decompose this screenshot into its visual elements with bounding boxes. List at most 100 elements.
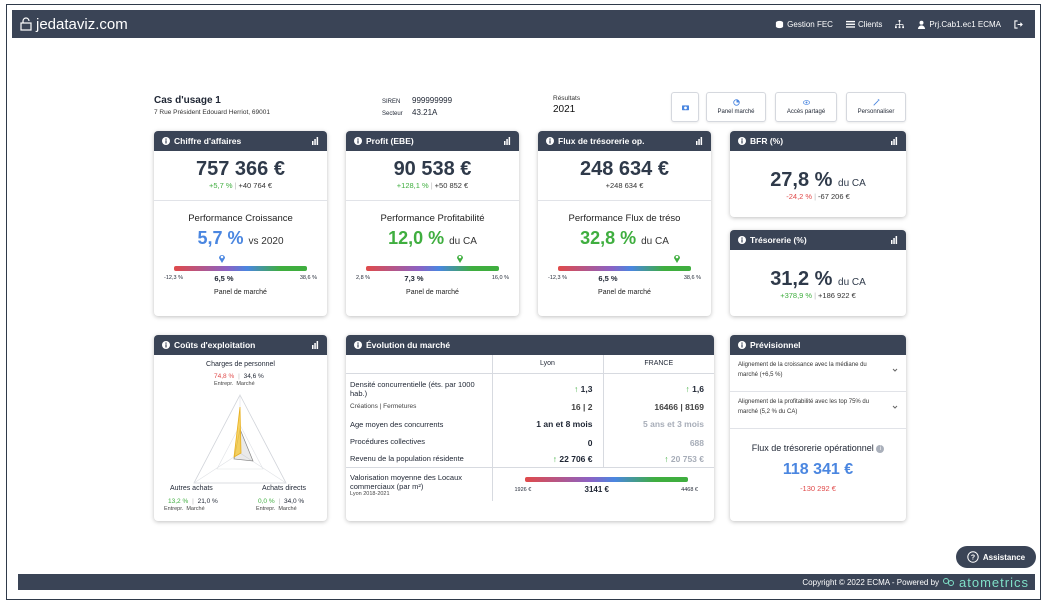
bar-chart-icon[interactable] <box>503 137 511 145</box>
market-table: Lyon FRANCE Densité concurrentielle (éts… <box>346 355 714 501</box>
logo[interactable]: jedataviz.com <box>20 16 128 33</box>
card-bfr: BFR (%) 27,8 % du CA -24,2 % | -67 206 € <box>730 131 906 217</box>
info-icon[interactable] <box>354 137 362 145</box>
help-icon: ? <box>967 551 979 563</box>
info-icon[interactable] <box>546 137 554 145</box>
kpi-delta: +248 634 € <box>605 181 644 190</box>
perf-unit: du CA <box>641 236 669 247</box>
card-title: Trésorerie (%) <box>750 235 807 245</box>
camera-icon <box>681 104 689 110</box>
legend-entrepr: Entrepr. <box>256 506 276 512</box>
radar-values-charges: 74,8 % | 34,6 % <box>214 373 264 380</box>
panel-marche-button[interactable]: Panel marché <box>706 92 766 122</box>
gauge-bar <box>524 476 688 482</box>
kpi-value: 248 634 € <box>580 158 669 180</box>
secteur-value: 43.21A <box>412 108 438 117</box>
company-address: 7 Rue Président Edouard Herriot, 69001 <box>154 109 270 116</box>
row-subtitle: Lyon 2018-2021 <box>350 491 390 498</box>
radar-values-directs: 0,0 % | 34,0 % <box>258 498 305 505</box>
bar-chart-icon[interactable] <box>890 137 898 145</box>
row-label: Procédures collectives <box>350 436 426 446</box>
divider <box>538 200 711 201</box>
perf-title: Performance Profitabilité <box>380 213 485 224</box>
gauge-median: 7,3 % <box>404 274 424 283</box>
info-icon[interactable] <box>354 341 362 349</box>
row-label: Densité concurrentielle (éts. par 1000 h… <box>350 379 475 398</box>
nav-account[interactable]: Prj.Cab1.ec1 ECMA <box>917 20 1001 29</box>
lock-icon <box>20 17 32 31</box>
info-icon[interactable] <box>162 341 170 349</box>
kpi-unit: du CA <box>838 178 866 189</box>
table-header-empty <box>346 355 492 374</box>
radar-legend-autres: Entrepr. Marché <box>164 506 205 512</box>
radar-chart: Charges de personnel 74,8 % | 34,6 % Ent… <box>154 355 327 521</box>
prev-option-profitabilite[interactable]: Alignement de la profitabilité avec les … <box>730 392 906 429</box>
radar-autres-marche: 21,0 % <box>197 498 218 505</box>
legend-entrepr: Entrepr. <box>214 381 234 387</box>
personnaliser-label: Personnaliser <box>857 109 895 115</box>
info-icon[interactable] <box>738 341 746 349</box>
flux-prev-label: Flux de trésorerie opérationnel <box>751 443 874 453</box>
card-chiffre-affaires: Chiffre d'affaires 757 366 € +5,7 % | +40 … <box>154 131 327 316</box>
card-couts-exploitation: Coûts d'exploitation Charges de personne… <box>154 335 327 521</box>
value-text: 20 753 € <box>670 454 704 464</box>
info-icon[interactable] <box>738 236 746 244</box>
info-icon[interactable] <box>162 137 170 145</box>
camera-button[interactable] <box>671 92 699 122</box>
card-title: Flux de trésorerie op. <box>558 136 645 146</box>
row-title: Valorisation moyenne des Locaux commerci… <box>350 473 463 492</box>
gauge-max: 4468 € <box>681 486 698 493</box>
resultats: Résultats 2021 <box>553 95 580 115</box>
kpi-pct: +128,1 % <box>396 181 429 190</box>
info-icon[interactable] <box>738 137 746 145</box>
radar-series-entrepr <box>233 406 242 458</box>
bar-chart-icon[interactable] <box>311 341 319 349</box>
logout-button[interactable] <box>1014 19 1023 29</box>
atometrics-logo-icon <box>943 578 955 586</box>
location-pin-icon <box>457 255 463 263</box>
divider <box>154 200 327 201</box>
resultats-year[interactable]: 2021 <box>553 104 576 115</box>
acces-partage-button[interactable]: Accès partagé <box>775 92 837 122</box>
assistance-button[interactable]: ? Assistance <box>956 546 1036 568</box>
gauge-min: 2,8 % <box>356 275 371 281</box>
chart-pie-icon <box>732 99 740 106</box>
row-value-france: 688 <box>602 434 714 452</box>
card-header: Prévisionnel <box>730 335 906 355</box>
market-gauge: -12,3 % 6,5 % 38,6 % <box>538 249 711 289</box>
kpi-pct: +378,9 % <box>780 291 813 300</box>
card-title: Coûts d'exploitation <box>174 340 256 350</box>
siren-value: 999999999 <box>412 96 453 105</box>
flux-prev-delta: -130 292 € <box>800 484 836 493</box>
location-pin-icon <box>674 255 680 263</box>
perf-number: 32,8 % <box>580 228 637 248</box>
bar-chart-icon[interactable] <box>695 137 703 145</box>
gauge-min: -12,3 % <box>164 275 183 281</box>
bar-chart-icon[interactable] <box>311 137 319 145</box>
info-icon[interactable]: i <box>876 444 885 453</box>
row-label: Age moyen des concurrents <box>350 419 444 429</box>
prev-option-croissance[interactable]: Alignement de la croissance avec la médi… <box>730 355 906 392</box>
row-label: Valorisation moyenne des Locaux commerci… <box>346 467 492 501</box>
gauge-min: -12,3 % <box>548 275 567 281</box>
footer-brand[interactable]: atometrics <box>959 574 1029 590</box>
eye-icon <box>802 100 810 105</box>
kpi-value: 90 538 € <box>393 158 472 180</box>
value-text: 22 706 € <box>559 454 593 464</box>
kpi-number: 27,8 % <box>770 169 833 191</box>
card-tresorerie: Trésorerie (%) 31,2 % du CA +378,9 % | +18… <box>730 230 906 316</box>
kpi-number: 31,2 % <box>770 268 833 290</box>
kpi-variation: +5,7 % | +40 764 € <box>208 181 273 190</box>
table-row: Age moyen des concurrents 1 an et 8 mois… <box>346 413 714 435</box>
personnaliser-button[interactable]: Personnaliser <box>846 92 906 122</box>
row-label: Revenu de la population résidente <box>350 453 464 463</box>
nav-gestion-fec[interactable]: Gestion FEC <box>775 20 833 29</box>
company-header: Cas d'usage 1 7 Rue Président Edouard He… <box>154 92 906 126</box>
svg-text:?: ? <box>971 555 975 562</box>
nav-hierarchy[interactable] <box>895 19 905 29</box>
nav-clients[interactable]: Clients <box>845 20 882 29</box>
location-pin-icon <box>219 255 225 263</box>
kpi-delta: +186 922 € <box>818 291 856 300</box>
legend-entrepr: Entrepr. <box>164 506 184 512</box>
bar-chart-icon[interactable] <box>890 236 898 244</box>
